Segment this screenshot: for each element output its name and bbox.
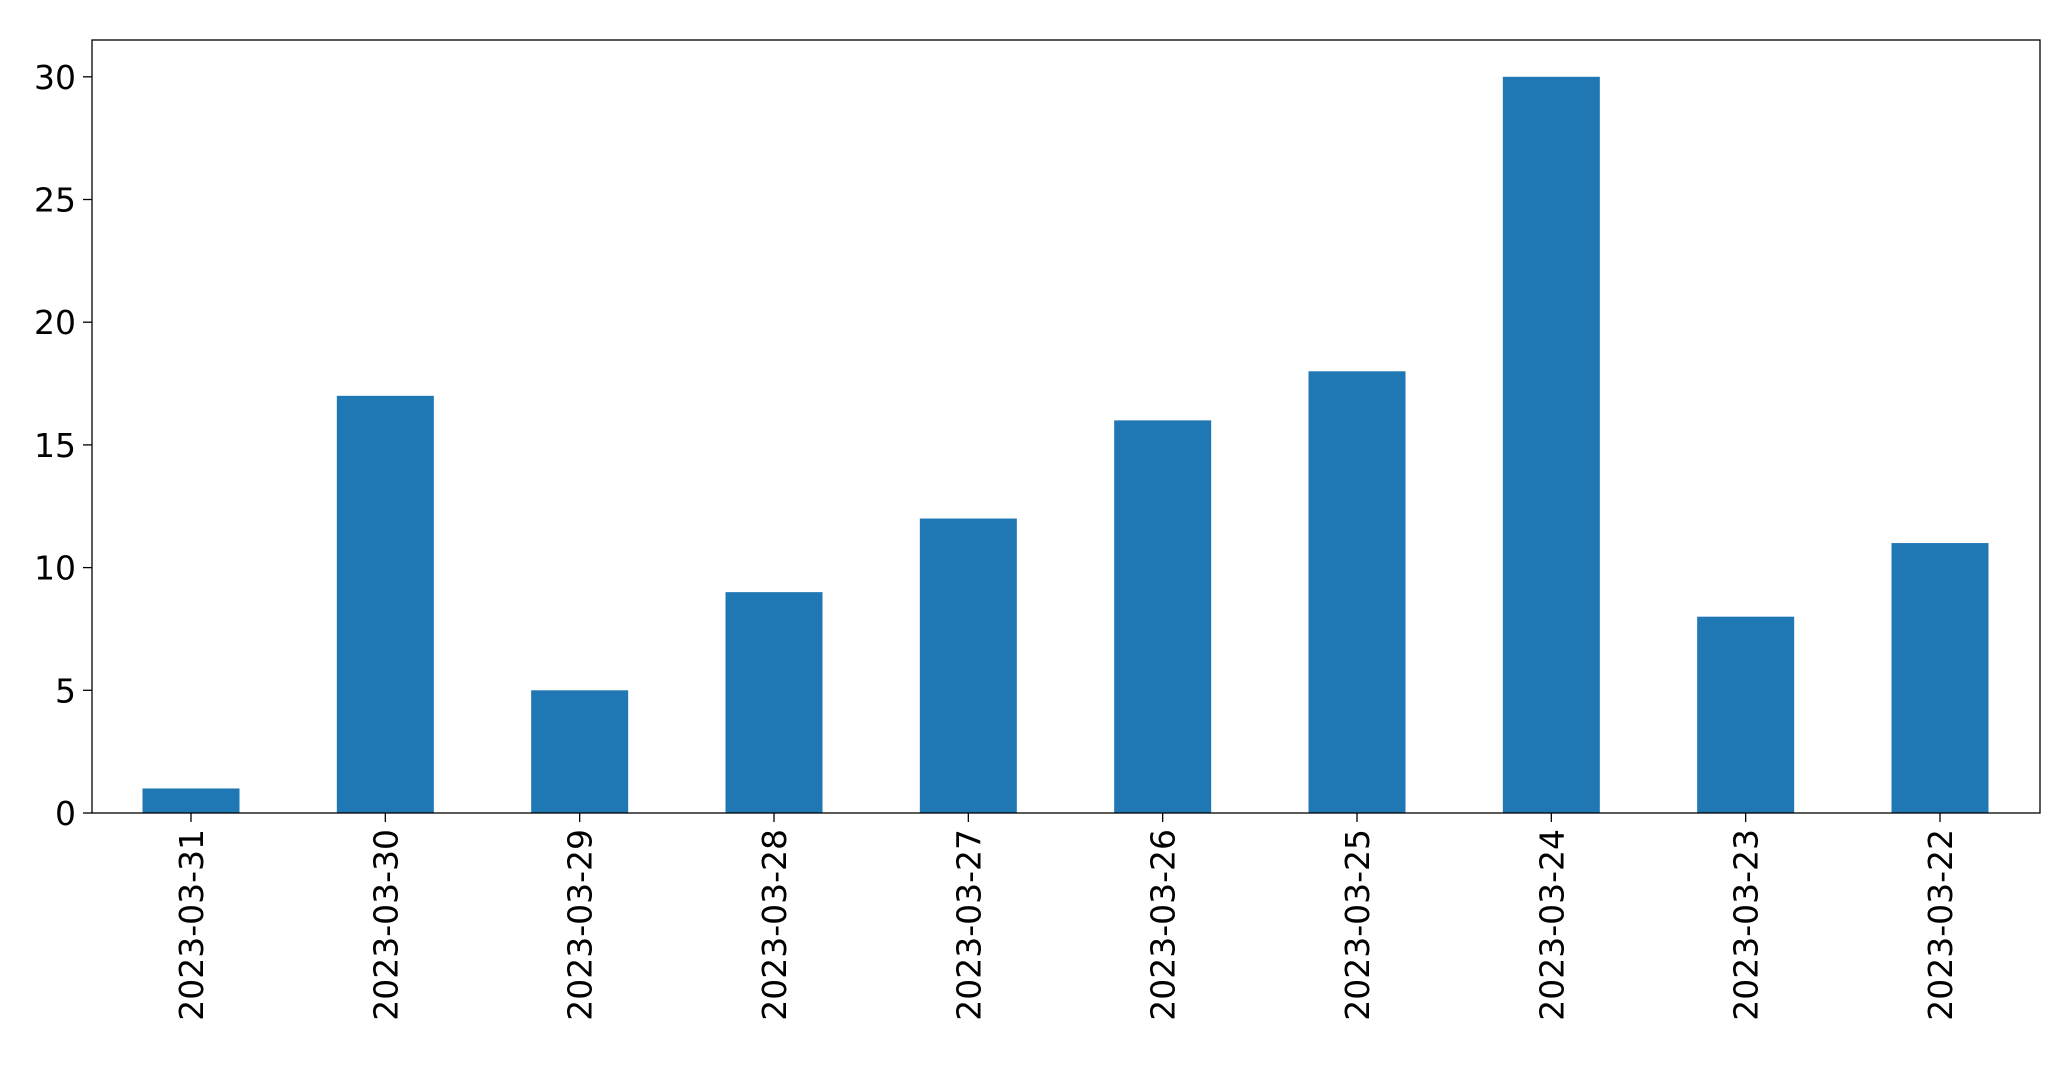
bar-2023-03-27 <box>919 518 1017 813</box>
bar-2023-03-30 <box>336 395 434 813</box>
y-tick-label: 0 <box>55 794 76 833</box>
y-tick-label: 15 <box>34 426 76 465</box>
x-tick-label: 2023-03-25 <box>1338 829 1377 1021</box>
bar-2023-03-31 <box>142 788 240 813</box>
bar-2023-03-28 <box>725 592 823 813</box>
y-tick-label: 20 <box>34 303 76 342</box>
x-tick-label: 2023-03-26 <box>1144 829 1183 1021</box>
bar-2023-03-29 <box>531 690 629 813</box>
y-tick-label: 30 <box>34 58 76 97</box>
plot-frame <box>91 39 2041 814</box>
x-tick-label: 2023-03-30 <box>366 829 405 1021</box>
x-tick-label: 2023-03-29 <box>561 829 600 1021</box>
bar-2023-03-24 <box>1502 76 1600 813</box>
x-tick-label: 2023-03-27 <box>949 829 988 1021</box>
x-tick-label: 2023-03-31 <box>172 829 211 1021</box>
y-axis: 0 5 10 15 20 25 30 <box>34 58 92 833</box>
bar-2023-03-25 <box>1308 371 1406 813</box>
bar-2023-03-23 <box>1697 616 1795 813</box>
y-tick-label: 25 <box>34 181 76 220</box>
bar-2023-03-26 <box>1114 420 1212 813</box>
x-tick-label: 2023-03-24 <box>1532 829 1571 1021</box>
y-tick-label: 10 <box>34 549 76 588</box>
x-axis: 2023-03-31 2023-03-30 2023-03-29 2023-03-28… <box>172 813 1960 1021</box>
x-tick-label: 2023-03-23 <box>1727 829 1766 1021</box>
x-tick-label: 2023-03-28 <box>755 829 794 1021</box>
x-tick-label: 2023-03-22 <box>1921 829 1960 1021</box>
bar-2023-03-22 <box>1891 543 1989 813</box>
bars-group <box>142 76 1989 813</box>
y-tick-label: 5 <box>55 671 76 710</box>
